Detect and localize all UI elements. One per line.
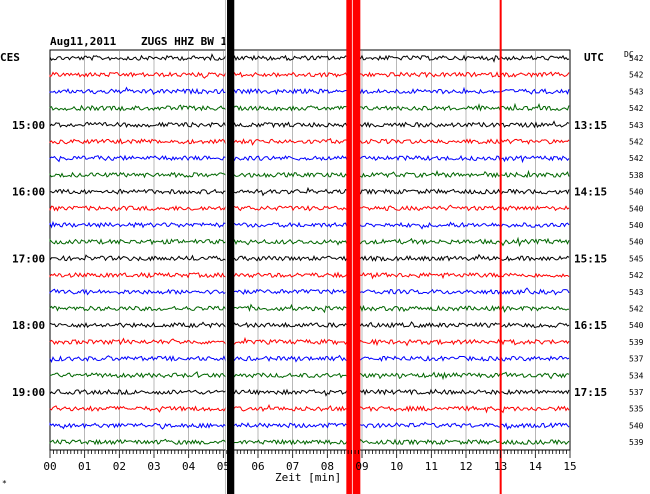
x-tick-label: 02	[113, 460, 126, 473]
trace-line	[49, 271, 570, 280]
trace-line	[49, 421, 570, 431]
x-tick-label: 13	[494, 460, 507, 473]
seismic-traces	[49, 53, 570, 446]
trace-line	[49, 404, 570, 414]
dc-value: 540	[629, 221, 644, 230]
right-time-label: 14:15	[574, 186, 607, 199]
dc-value: 535	[629, 405, 644, 414]
dc-value: 540	[629, 204, 644, 213]
x-tick-label: 04	[182, 460, 196, 473]
right-time-label: 15:15	[574, 252, 607, 265]
trace-line	[49, 204, 570, 212]
right-time-label: 17:15	[574, 386, 607, 399]
x-tick-label: 05	[217, 460, 230, 473]
left-time-label: 15:00	[12, 119, 45, 132]
x-tick-label: 11	[425, 460, 438, 473]
left-time-label: 17:00	[12, 252, 45, 265]
trace-line	[49, 354, 570, 364]
left-timezone-label: CES	[0, 51, 20, 64]
x-axis-label: Zeit [min]	[275, 471, 341, 484]
dc-value: 539	[629, 338, 644, 347]
trace-line	[49, 154, 570, 164]
x-tick-label: 10	[390, 460, 403, 473]
dc-value: 540	[629, 321, 644, 330]
corner-mark: *	[2, 479, 7, 488]
x-tick-label: 00	[43, 460, 56, 473]
dc-value: 542	[629, 71, 644, 80]
trace-line	[49, 236, 570, 247]
trace-line	[49, 371, 570, 381]
event-black-band	[225, 0, 235, 494]
dc-value: 543	[629, 87, 644, 96]
x-tick-label: 01	[78, 460, 91, 473]
dc-value: 540	[629, 238, 644, 247]
trace-line	[49, 388, 570, 397]
trace-line	[49, 438, 570, 446]
trace-line	[49, 86, 570, 96]
dc-value: 540	[629, 188, 644, 197]
dc-value: 542	[629, 104, 644, 113]
right-timezone-label: UTC	[584, 51, 604, 64]
right-time-label: 13:15	[574, 119, 607, 132]
dc-value: 543	[629, 288, 644, 297]
dc-value: 537	[629, 388, 644, 397]
dc-value: 537	[629, 355, 644, 364]
trace-line	[49, 102, 570, 112]
right-time-label: 16:15	[574, 319, 607, 332]
x-tick-label: 03	[147, 460, 160, 473]
dc-value: 539	[629, 438, 644, 447]
trace-line	[49, 53, 570, 63]
x-tick-label: 09	[355, 460, 368, 473]
event-overlays	[225, 0, 502, 494]
x-tick-label: 15	[563, 460, 576, 473]
trace-line	[49, 321, 570, 329]
header-date: Aug11,2011	[50, 35, 117, 48]
trace-line	[49, 303, 570, 314]
trace-line	[49, 220, 570, 230]
trace-line	[49, 120, 570, 129]
header-station: ZUGS HHZ BW 1	[141, 35, 227, 48]
x-tick-label: 07	[286, 460, 299, 473]
dc-value: 542	[629, 305, 644, 314]
dc-header-label: DC	[624, 50, 634, 59]
event-red-line	[499, 0, 502, 494]
event-red-band	[346, 0, 361, 494]
trace-line	[49, 138, 570, 146]
right-time-labels: 13:15 14:15 15:15 16:15 17:15	[574, 119, 607, 399]
x-axis: 00 01 02 03 04 05 06 07 08 09 10 11 12 13 14 15	[43, 450, 577, 473]
dc-value: 542	[629, 138, 644, 147]
x-tick-label: 12	[459, 460, 472, 473]
dc-value: 543	[629, 121, 644, 130]
dc-value: 545	[629, 254, 644, 263]
left-time-label: 16:00	[12, 186, 45, 199]
trace-line	[49, 169, 570, 179]
trace-line	[49, 253, 570, 262]
trace-line	[49, 186, 570, 197]
dc-value: 542	[629, 54, 644, 63]
left-time-label: 18:00	[12, 319, 45, 332]
left-time-label: 19:00	[12, 386, 45, 399]
x-tick-label: 08	[321, 460, 334, 473]
dc-value: 534	[629, 371, 644, 380]
x-tick-label: 14	[529, 460, 543, 473]
dc-offset-labels: 542 542 543 542 543 542 542 538 540 540 540 540 545 5…	[629, 54, 644, 447]
trace-line	[49, 71, 570, 79]
x-tick-label: 06	[251, 460, 264, 473]
dc-value: 542	[629, 271, 644, 280]
trace-line	[49, 287, 570, 296]
dc-value: 538	[629, 171, 644, 180]
trace-line	[49, 336, 570, 347]
dc-value: 540	[629, 421, 644, 430]
left-time-labels: 15:00 16:00 17:00 18:00 19:00	[12, 119, 45, 399]
dc-value: 542	[629, 154, 644, 163]
